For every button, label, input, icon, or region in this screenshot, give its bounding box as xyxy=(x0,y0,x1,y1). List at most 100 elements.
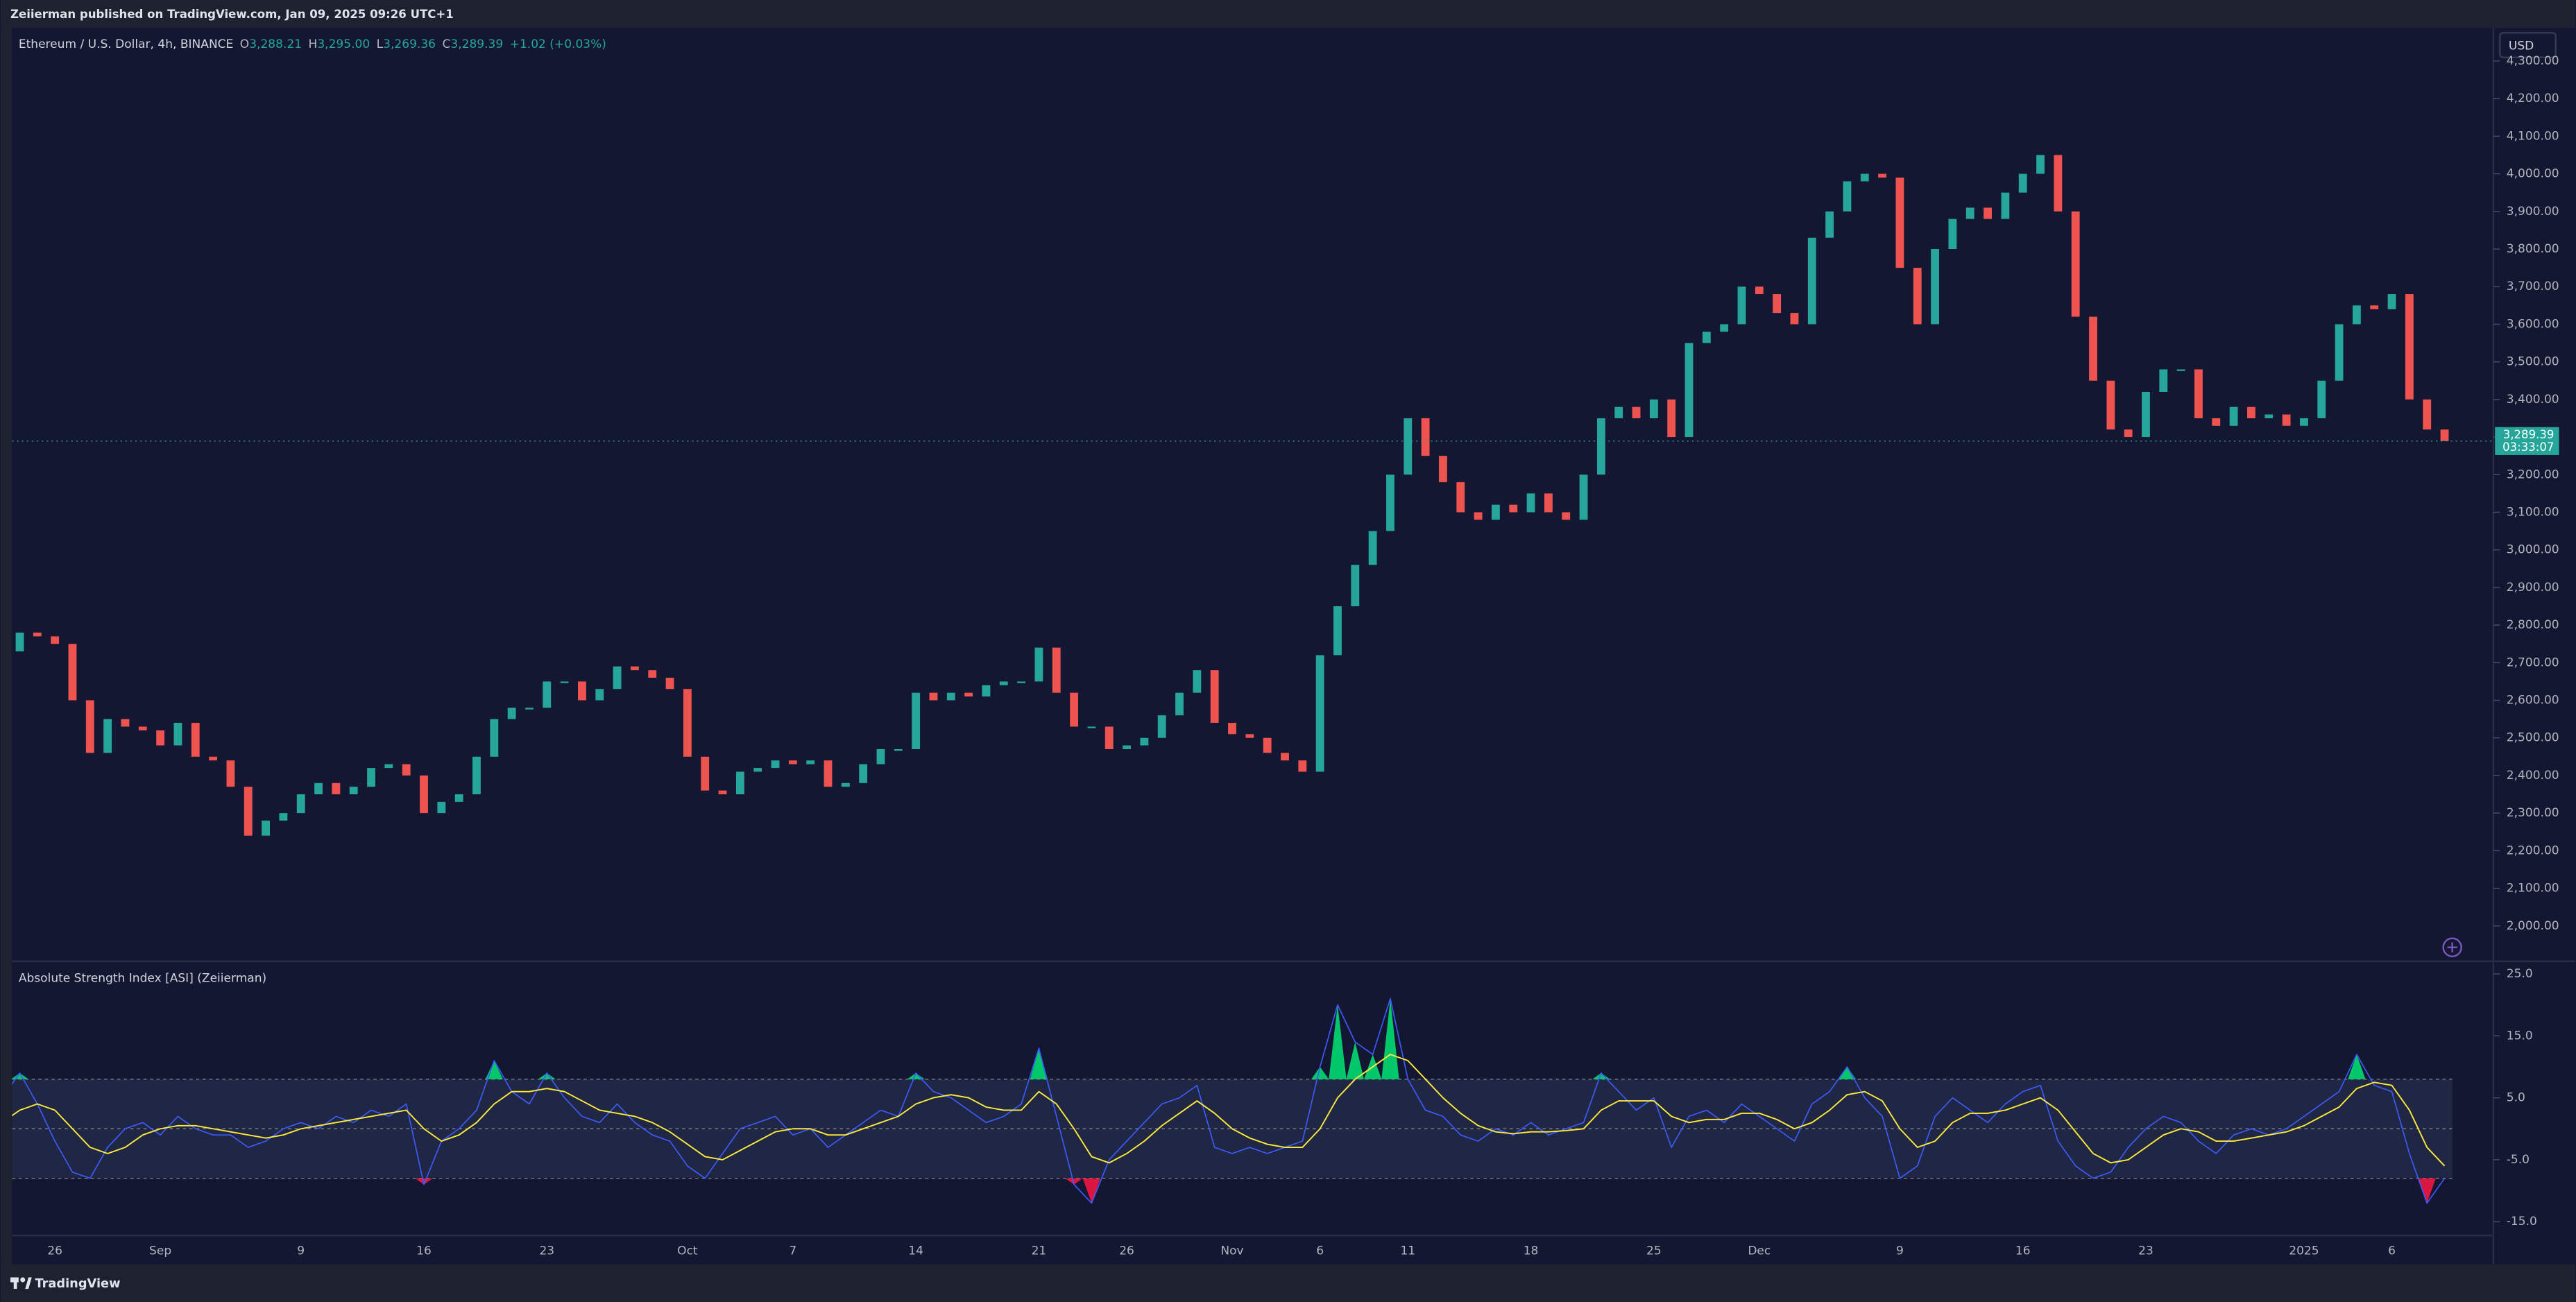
ohlc-label: H xyxy=(309,37,318,51)
y-tick-label: -15.0 xyxy=(2507,1215,2537,1228)
candle xyxy=(1509,504,1518,513)
candle xyxy=(2176,369,2185,371)
candle xyxy=(1210,670,1219,723)
candle xyxy=(1984,207,1992,219)
candle xyxy=(578,681,586,701)
candle xyxy=(1298,760,1307,772)
x-tick-label: 2025 xyxy=(2289,1244,2319,1258)
price-change: +1.02 (+0.03%) xyxy=(510,37,606,51)
x-tick-label: 23 xyxy=(2138,1244,2153,1258)
plot-area xyxy=(12,155,2453,1204)
bottom-bar xyxy=(0,1264,2576,1302)
candle xyxy=(1790,313,1799,325)
candle xyxy=(1087,726,1096,728)
candle xyxy=(103,719,112,753)
candle xyxy=(525,708,534,710)
candle xyxy=(701,756,710,791)
x-tick-label: 16 xyxy=(416,1244,432,1258)
candle xyxy=(1052,647,1061,693)
logo-part xyxy=(20,1277,26,1283)
currency-box[interactable] xyxy=(2499,32,2557,59)
y-tick-label: 3,600.00 xyxy=(2507,317,2559,331)
candle xyxy=(543,681,552,708)
candle xyxy=(1684,343,1694,438)
candle xyxy=(946,692,955,701)
lower-extreme xyxy=(1065,1178,1083,1185)
candle xyxy=(1931,248,1939,325)
y-tick-label: 2,100.00 xyxy=(2507,882,2559,896)
candle xyxy=(894,749,903,751)
candle xyxy=(454,794,463,802)
candle xyxy=(1281,753,1289,761)
candle xyxy=(806,760,815,764)
add-icon xyxy=(2447,942,2457,952)
candle xyxy=(2018,173,2027,193)
candle xyxy=(2264,414,2274,418)
candle xyxy=(1825,211,1834,238)
candle xyxy=(665,678,674,689)
y-tick-label: 2,500.00 xyxy=(2507,731,2559,745)
x-tick-label: 21 xyxy=(1032,1244,1047,1258)
upper-extreme xyxy=(1311,1066,1329,1079)
y-tick-label: 3,700.00 xyxy=(2507,280,2559,293)
candle xyxy=(367,768,375,787)
candle xyxy=(1404,418,1413,475)
x-tick-label: 18 xyxy=(1524,1244,1539,1258)
candle xyxy=(2282,414,2291,426)
candle xyxy=(1193,670,1202,693)
candle xyxy=(138,726,147,730)
y-tick-label: 4,300.00 xyxy=(2507,54,2559,68)
ohlc-value: 3,295.00 xyxy=(317,37,370,51)
candle xyxy=(631,666,639,671)
x-tick-label: 9 xyxy=(297,1244,305,1258)
candle xyxy=(912,692,921,750)
candle xyxy=(349,787,358,795)
candle xyxy=(753,768,762,772)
candle xyxy=(1614,406,1623,418)
candle xyxy=(1913,268,1922,325)
upper-extreme xyxy=(2348,1054,2366,1079)
x-tick-label: Sep xyxy=(149,1244,171,1258)
upper-extreme xyxy=(1329,1004,1347,1079)
ohlc-label: L xyxy=(377,37,384,51)
candle xyxy=(1228,723,1236,735)
candle xyxy=(2317,380,2326,418)
brand[interactable]: TradingView xyxy=(10,1277,120,1291)
y-tick-label: 2,200.00 xyxy=(2507,843,2559,857)
candle xyxy=(964,692,973,697)
candle xyxy=(1737,286,1746,325)
ohlc-value: 3,289.39 xyxy=(450,37,503,51)
candle xyxy=(402,764,411,776)
upper-extreme xyxy=(1030,1048,1048,1079)
candle xyxy=(1456,482,1465,513)
candle xyxy=(2106,380,2115,430)
y-tick-label: 4,100.00 xyxy=(2507,129,2559,143)
candle xyxy=(2405,294,2414,400)
y-tick-label: 2,000.00 xyxy=(2507,919,2559,933)
candle xyxy=(735,771,744,795)
candle xyxy=(2423,399,2432,430)
y-tick-label: 3,100.00 xyxy=(2507,505,2559,519)
candle xyxy=(2089,316,2097,381)
candle xyxy=(1807,237,1816,325)
candle xyxy=(1386,474,1394,531)
candle xyxy=(2370,305,2379,309)
candle xyxy=(2440,429,2449,441)
candle xyxy=(1017,681,1026,683)
y-tick-label: 3,000.00 xyxy=(2507,543,2559,557)
y-tick-label: 2,900.00 xyxy=(2507,581,2559,594)
candle xyxy=(859,764,868,783)
candle xyxy=(156,730,165,746)
x-tick-label: Dec xyxy=(1748,1244,1771,1258)
ohlc-value: 3,269.36 xyxy=(383,37,436,51)
candle xyxy=(613,666,622,689)
left-border xyxy=(0,28,12,1265)
candle xyxy=(1843,181,1852,212)
ohlc-value: 3,288.21 xyxy=(249,37,302,51)
candle xyxy=(841,782,850,787)
candle xyxy=(1104,726,1114,750)
add-button[interactable] xyxy=(2442,937,2462,957)
candle xyxy=(68,644,77,701)
last-price: 3,289.39 xyxy=(2503,428,2554,441)
